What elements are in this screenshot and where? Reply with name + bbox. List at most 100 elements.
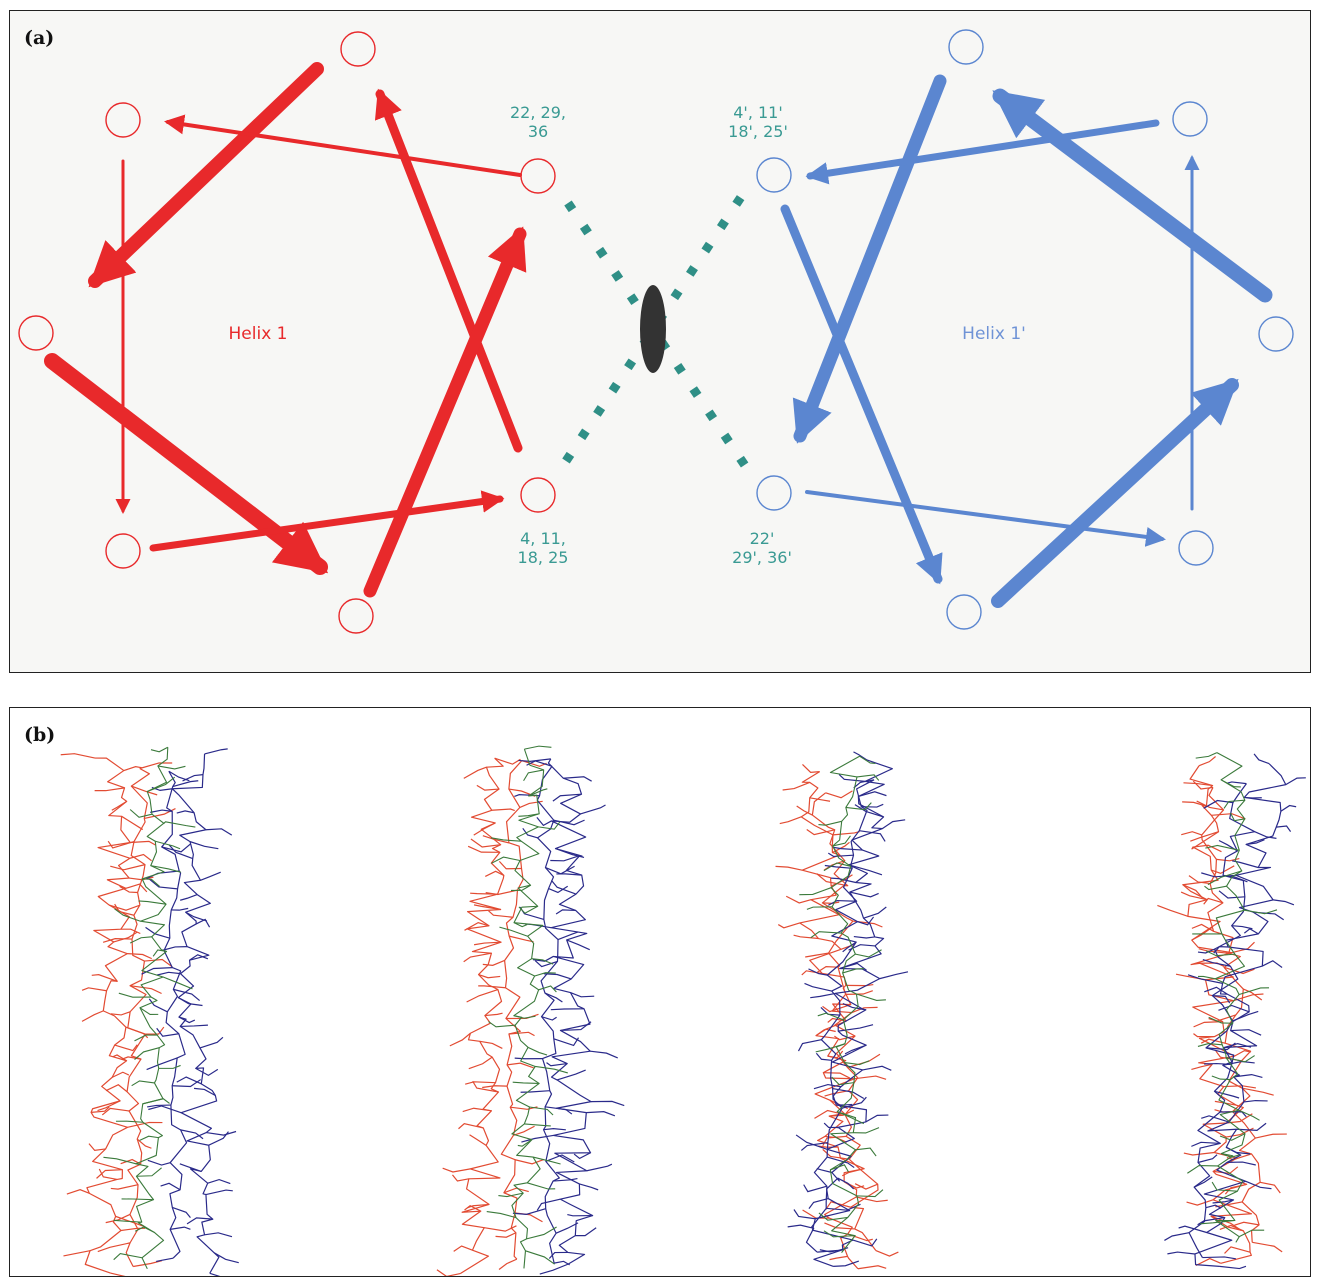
side-chain [793, 934, 819, 940]
side-chain [861, 803, 884, 808]
helix-arrow [164, 114, 522, 177]
side-chain [130, 840, 156, 846]
side-chain [1253, 911, 1285, 921]
side-chain [101, 1107, 130, 1116]
side-chain [152, 949, 167, 957]
side-chain [524, 1123, 551, 1127]
side-chain [142, 878, 160, 887]
side-chain [1244, 909, 1278, 915]
side-chain [1188, 875, 1211, 885]
side-chain [1246, 839, 1265, 846]
side-chain [155, 840, 181, 850]
side-chain [544, 992, 563, 1003]
side-chain [200, 871, 221, 881]
side-chain [156, 971, 181, 976]
side-chain [842, 968, 865, 974]
side-chain [131, 785, 158, 796]
side-chain [136, 1138, 152, 1149]
side-chain [823, 1230, 856, 1238]
helix-1-top-residues-line1: 22, 29, [510, 103, 566, 122]
side-chain [134, 1034, 158, 1042]
side-chain [1201, 1115, 1230, 1123]
side-chain [158, 1064, 181, 1069]
side-chain [855, 949, 882, 958]
side-chain [1243, 928, 1259, 935]
residue-circle [1258, 316, 1294, 352]
side-chain [119, 885, 138, 894]
side-chain [108, 904, 140, 911]
side-chain [1182, 801, 1207, 807]
side-chain [208, 1131, 229, 1146]
side-chain [81, 1010, 104, 1022]
side-chain [520, 1090, 550, 1093]
side-chain [1187, 974, 1223, 984]
side-chain [854, 804, 884, 818]
side-chain [534, 972, 556, 977]
side-chain [875, 1249, 899, 1257]
residue-circle [756, 475, 792, 511]
side-chain [857, 1265, 887, 1270]
side-chain [806, 828, 835, 836]
residue-circle [105, 533, 141, 569]
side-chain [1181, 831, 1202, 836]
side-chain [110, 1011, 131, 1016]
side-chain [804, 982, 832, 992]
side-chain [1205, 844, 1240, 851]
side-chain [479, 1040, 503, 1049]
side-chain [838, 1024, 874, 1032]
side-chain [127, 953, 152, 960]
side-chain [848, 864, 883, 876]
side-chain [1193, 1020, 1223, 1028]
helix-1-top-residues-line2: 36 [528, 122, 548, 141]
side-chain [195, 918, 211, 928]
side-chain [150, 809, 173, 813]
side-chain [842, 1002, 866, 1011]
side-chain [815, 1052, 832, 1061]
residue-circle [946, 594, 982, 630]
backbone-trace [1182, 765, 1253, 1264]
side-chain [535, 1065, 568, 1074]
side-chain [1219, 1265, 1247, 1270]
side-chain [1232, 1010, 1259, 1022]
side-chain [566, 939, 590, 951]
side-chain [110, 864, 146, 871]
side-chain [808, 1197, 829, 1210]
side-chain [849, 891, 879, 898]
side-chain [553, 1177, 578, 1182]
side-chain [118, 992, 152, 998]
side-chain [845, 990, 873, 995]
side-chain [865, 1114, 889, 1123]
side-chain [498, 1192, 524, 1198]
backbone-trace [511, 748, 545, 1269]
side-chain [1242, 1087, 1274, 1096]
panel-b-stereo-structure: (b) [9, 707, 1311, 1277]
side-chain [853, 1127, 880, 1134]
side-chain [144, 958, 173, 968]
side-chain [136, 1167, 162, 1177]
side-chain [832, 1087, 865, 1100]
side-chain [206, 1130, 237, 1136]
side-chain [541, 1016, 557, 1021]
residue-labels: 22, 29, 36 4, 11, 18, 25 4', 11' 18', 25… [510, 103, 792, 567]
side-chain [557, 931, 579, 941]
panel-a-helical-wheel-diagram: (a) [9, 10, 1311, 673]
side-chain [162, 946, 188, 951]
side-chain [121, 1198, 154, 1201]
side-chain [838, 774, 866, 782]
side-chain [1191, 926, 1213, 941]
side-chain [832, 841, 850, 854]
side-chain [1212, 995, 1231, 1004]
residue-circle [105, 102, 141, 138]
side-chain [826, 1156, 855, 1169]
side-chain [580, 804, 606, 815]
side-chain [107, 840, 135, 849]
side-chain [179, 1163, 202, 1172]
side-chain [147, 1104, 171, 1108]
side-chain [555, 847, 585, 858]
side-chain [482, 1085, 508, 1089]
side-chain [543, 973, 572, 980]
side-chain [1238, 987, 1270, 996]
side-chain [189, 841, 219, 850]
side-chain [532, 1156, 561, 1165]
side-chain [91, 974, 118, 982]
